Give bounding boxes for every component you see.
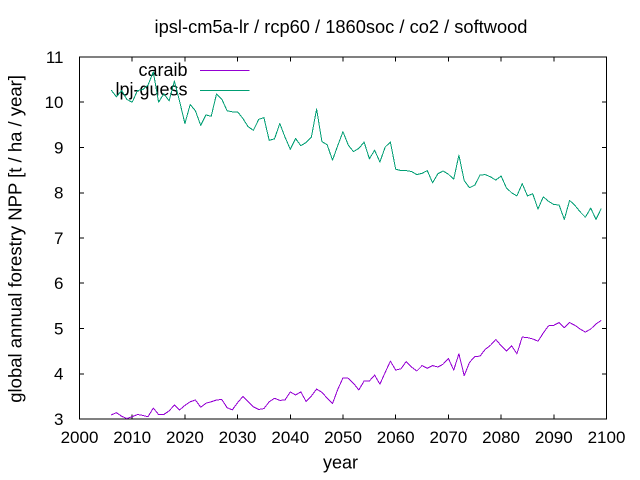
svg-text:2000: 2000 — [61, 428, 99, 447]
svg-text:9: 9 — [54, 138, 63, 157]
svg-text:2100: 2100 — [588, 428, 626, 447]
svg-text:lpj-guess: lpj-guess — [115, 79, 187, 99]
svg-text:2060: 2060 — [377, 428, 415, 447]
svg-text:year: year — [323, 453, 358, 473]
svg-text:2030: 2030 — [219, 428, 257, 447]
svg-text:4: 4 — [54, 365, 63, 384]
svg-text:caraib: caraib — [138, 60, 187, 80]
svg-text:10: 10 — [45, 93, 64, 112]
svg-text:2050: 2050 — [324, 428, 362, 447]
svg-text:2070: 2070 — [429, 428, 467, 447]
svg-text:2090: 2090 — [535, 428, 573, 447]
svg-text:7: 7 — [54, 229, 63, 248]
svg-text:2020: 2020 — [166, 428, 204, 447]
svg-text:global annual forestry NPP [t: global annual forestry NPP [t / ha / yea… — [4, 75, 25, 403]
svg-text:5: 5 — [54, 319, 63, 338]
svg-text:8: 8 — [54, 184, 63, 203]
svg-text:2040: 2040 — [271, 428, 309, 447]
svg-text:2010: 2010 — [113, 428, 151, 447]
svg-text:ipsl-cm5a-lr / rcp60 / 1860soc: ipsl-cm5a-lr / rcp60 / 1860soc / co2 / s… — [155, 16, 528, 37]
svg-text:3: 3 — [54, 410, 63, 429]
svg-text:6: 6 — [54, 274, 63, 293]
svg-text:2080: 2080 — [482, 428, 520, 447]
svg-text:11: 11 — [46, 48, 64, 67]
